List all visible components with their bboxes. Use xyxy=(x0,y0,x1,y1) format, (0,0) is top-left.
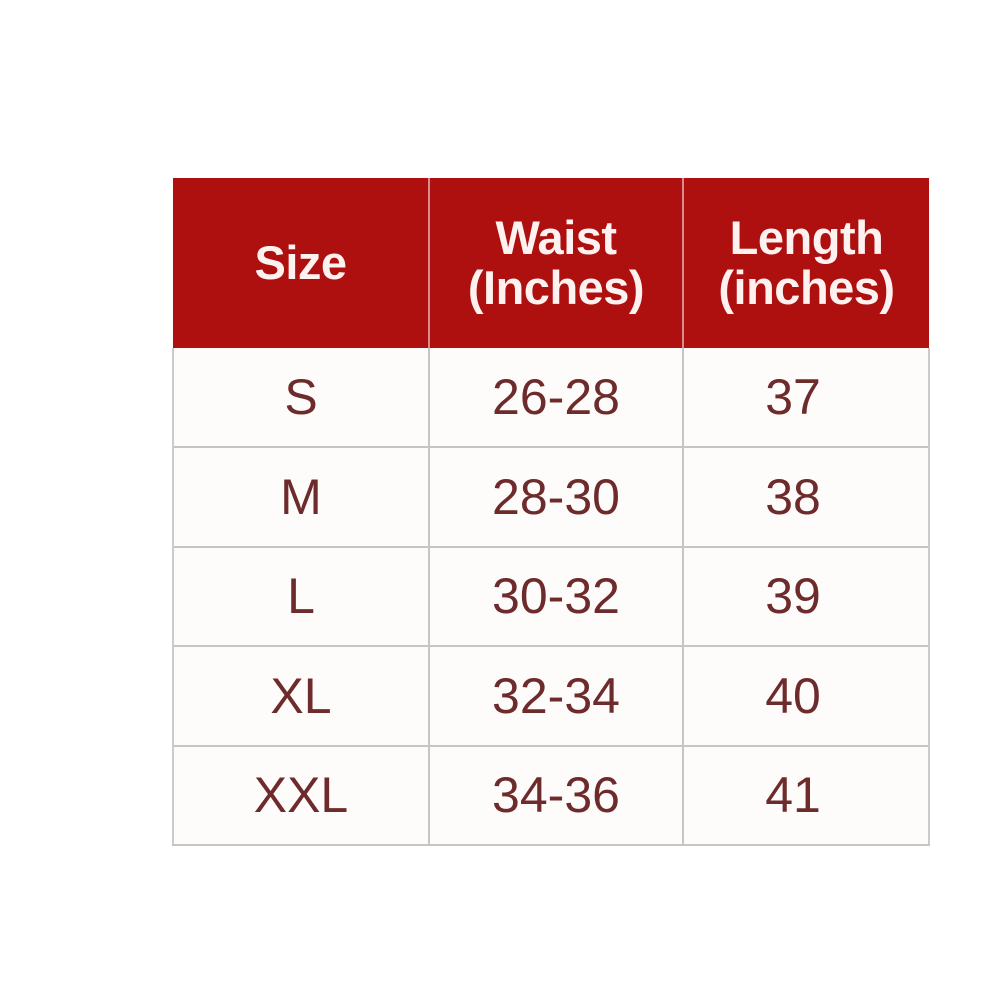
column-header-waist-label: Waist xyxy=(495,211,617,265)
table-header: Size Waist (Inches) Length (inches) xyxy=(173,178,929,348)
table-row: L 30-32 39 xyxy=(172,545,930,647)
cell-length: 41 xyxy=(682,744,930,846)
table-row: XL 32-34 40 xyxy=(172,645,930,746)
cell-size: S xyxy=(172,348,430,448)
cell-length: 38 xyxy=(682,446,930,547)
cell-length: 39 xyxy=(682,545,930,647)
column-header-length-unit: (inches) xyxy=(718,261,895,314)
column-header-length-label: Length xyxy=(729,211,884,265)
table-row: S 26-28 37 xyxy=(172,348,930,448)
cell-waist: 32-34 xyxy=(428,645,684,746)
cell-size: L xyxy=(172,545,430,647)
header-row: Size Waist (Inches) Length (inches) xyxy=(173,178,929,348)
cell-waist: 30-32 xyxy=(428,545,684,647)
column-header-length: Length (inches) xyxy=(682,178,929,348)
cell-waist: 26-28 xyxy=(428,348,684,448)
size-chart-table: Size Waist (Inches) Length (inches) S 26… xyxy=(172,178,930,846)
cell-length: 40 xyxy=(682,645,930,746)
cell-length: 37 xyxy=(682,348,930,448)
cell-waist: 28-30 xyxy=(428,446,684,547)
cell-size: XL xyxy=(172,645,430,746)
cell-size: XXL xyxy=(172,744,430,846)
cell-waist: 34-36 xyxy=(428,744,684,846)
table-row: XXL 34-36 41 xyxy=(172,744,930,846)
cell-size: M xyxy=(172,446,430,547)
column-header-waist: Waist (Inches) xyxy=(428,178,683,348)
table-row: M 28-30 38 xyxy=(172,446,930,547)
table-body: S 26-28 37 M 28-30 38 L 30-32 39 XL 32-3… xyxy=(172,348,930,846)
column-header-size-label: Size xyxy=(254,236,347,290)
column-header-waist-unit: (Inches) xyxy=(467,261,645,314)
column-header-size: Size xyxy=(173,178,429,348)
